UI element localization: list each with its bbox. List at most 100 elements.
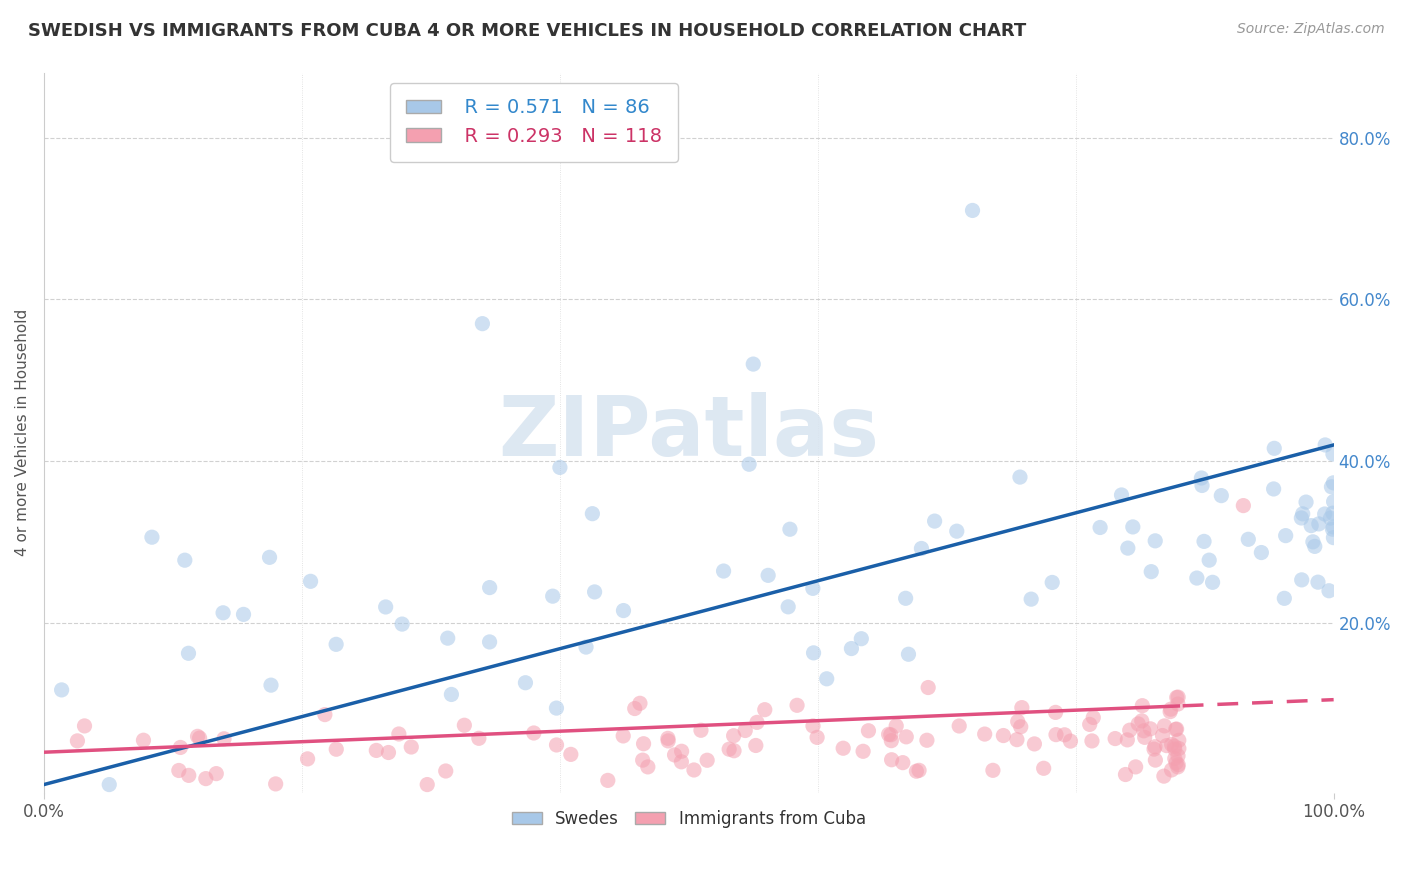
Point xyxy=(1160,763,1182,777)
Point xyxy=(1040,575,1063,590)
Point xyxy=(981,764,1004,778)
Point xyxy=(671,744,693,758)
Point xyxy=(1083,710,1105,724)
Point xyxy=(575,640,598,654)
Point xyxy=(1156,739,1178,753)
Point xyxy=(177,768,200,782)
Point xyxy=(1159,705,1181,719)
Point xyxy=(1167,757,1189,772)
Point xyxy=(596,773,619,788)
Point xyxy=(786,698,808,713)
Point xyxy=(434,764,457,778)
Point xyxy=(1291,573,1313,587)
Point xyxy=(453,718,475,732)
Point xyxy=(1167,733,1189,747)
Point xyxy=(471,317,494,331)
Point xyxy=(374,599,396,614)
Point xyxy=(1143,742,1166,756)
Point xyxy=(1315,438,1337,452)
Point xyxy=(366,743,388,757)
Point xyxy=(1011,700,1033,714)
Point xyxy=(1005,732,1028,747)
Point xyxy=(841,641,863,656)
Point xyxy=(1130,698,1153,713)
Point xyxy=(905,764,928,779)
Point xyxy=(1322,506,1344,520)
Point xyxy=(1198,553,1220,567)
Point xyxy=(612,729,634,743)
Point xyxy=(877,727,900,741)
Point xyxy=(745,715,768,730)
Point xyxy=(1139,722,1161,736)
Point xyxy=(1053,728,1076,742)
Point xyxy=(1319,511,1341,525)
Point xyxy=(1130,714,1153,728)
Point xyxy=(897,647,920,661)
Point xyxy=(1007,714,1029,729)
Point xyxy=(1144,753,1167,767)
Point xyxy=(401,739,423,754)
Point xyxy=(1291,511,1313,525)
Point xyxy=(1185,571,1208,585)
Text: ZIPatlas: ZIPatlas xyxy=(498,392,879,474)
Point xyxy=(657,731,679,746)
Point xyxy=(1272,591,1295,606)
Point xyxy=(194,772,217,786)
Point xyxy=(924,514,946,528)
Point xyxy=(297,752,319,766)
Point xyxy=(779,522,801,536)
Point xyxy=(723,744,745,758)
Point xyxy=(66,734,89,748)
Point xyxy=(631,753,654,767)
Point xyxy=(468,731,491,746)
Point xyxy=(1116,541,1139,555)
Point xyxy=(880,753,903,767)
Point xyxy=(212,731,235,746)
Point xyxy=(173,553,195,567)
Point xyxy=(1306,575,1329,590)
Point xyxy=(1143,739,1166,754)
Point xyxy=(388,727,411,741)
Point xyxy=(141,530,163,544)
Point xyxy=(832,741,855,756)
Point xyxy=(548,460,571,475)
Point xyxy=(1045,706,1067,720)
Point xyxy=(623,701,645,715)
Point xyxy=(1313,507,1336,521)
Point xyxy=(560,747,582,762)
Point xyxy=(583,585,606,599)
Point xyxy=(1263,482,1285,496)
Point xyxy=(891,756,914,770)
Point xyxy=(1211,489,1233,503)
Point xyxy=(581,507,603,521)
Point xyxy=(858,723,880,738)
Point xyxy=(299,574,322,589)
Point xyxy=(1166,690,1188,705)
Point xyxy=(264,777,287,791)
Point xyxy=(880,733,903,747)
Point xyxy=(1045,728,1067,742)
Point xyxy=(1114,767,1136,781)
Point xyxy=(713,564,735,578)
Point xyxy=(637,760,659,774)
Point xyxy=(1152,729,1174,743)
Point xyxy=(738,457,761,471)
Point xyxy=(1301,518,1323,533)
Point xyxy=(1191,478,1213,492)
Point xyxy=(1167,760,1189,774)
Point xyxy=(778,599,800,614)
Point xyxy=(1167,741,1189,756)
Legend: Swedes, Immigrants from Cuba: Swedes, Immigrants from Cuba xyxy=(505,804,873,835)
Point xyxy=(478,635,501,649)
Point xyxy=(377,746,399,760)
Point xyxy=(314,707,336,722)
Point xyxy=(1322,520,1344,534)
Point xyxy=(896,730,918,744)
Point xyxy=(696,753,718,767)
Point xyxy=(683,763,706,777)
Point xyxy=(416,778,439,792)
Point xyxy=(1295,495,1317,509)
Point xyxy=(1163,739,1185,754)
Point xyxy=(1189,471,1212,485)
Point xyxy=(1133,723,1156,738)
